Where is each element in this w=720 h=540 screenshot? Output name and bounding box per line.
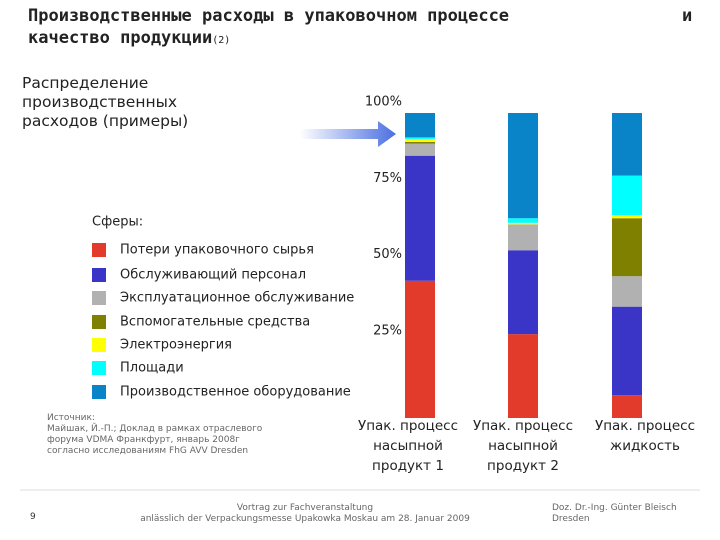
y-tick-label: 100% [365, 95, 402, 110]
footer: Vortrag zur Fachveranstaltung anlässlich… [140, 503, 470, 524]
title-mark: (2) [212, 35, 231, 46]
page-number: 9 [30, 512, 36, 522]
legend-label: Потери упаковочного сырья [120, 243, 314, 258]
arrow [300, 121, 396, 147]
source: Источник: Майшак, Й.-П.; Доклад в рамках… [47, 413, 263, 456]
x-tick-label: Упак. процесс насыпной продукт 1 [357, 418, 459, 474]
bar-segment [405, 155, 435, 281]
y-tick-label: 75% [373, 171, 402, 186]
bar-segment [612, 215, 642, 219]
bar-segment [405, 280, 435, 418]
bar-segment [508, 218, 538, 223]
bar-segment [405, 137, 435, 139]
legend-label: Электроэнергия [120, 338, 232, 353]
bar-segment [405, 113, 435, 138]
bar-segment [508, 222, 538, 225]
legend-swatch [92, 243, 106, 257]
y-tick-label: 50% [373, 247, 402, 262]
y-tick-label: 25% [373, 323, 402, 338]
legend-title: Сферы: [92, 215, 143, 230]
legend-swatch [92, 338, 106, 352]
bar-segment [508, 334, 538, 418]
side-label: Распределение производственных расходов … [22, 74, 189, 130]
bar-segment [405, 138, 435, 142]
bar-segment [508, 113, 538, 219]
legend-label: Обслуживающий персонал [120, 268, 306, 283]
title-text: качество продукции [28, 28, 213, 48]
bar-segment [612, 276, 642, 307]
author: Doz. Dr.-Ing. Günter Bleisch Dresden [552, 503, 677, 524]
x-tick-label: Упак. процесс насыпной продукт 2 [472, 418, 574, 474]
bar-segment [508, 250, 538, 335]
legend-swatch [92, 268, 106, 282]
legend-swatch [92, 361, 106, 375]
title-line: и [682, 6, 693, 26]
title-line: качество продукции(2) [28, 28, 230, 48]
legend-label: Эксплуатационное обслуживание [120, 291, 354, 306]
legend-label: Вспомогательные средства [120, 315, 310, 330]
legend-label: Площади [120, 361, 184, 376]
legend-swatch [92, 385, 106, 399]
bar-segment [612, 175, 642, 216]
bar-segment [405, 143, 435, 156]
bar-segment [612, 218, 642, 277]
bar-segment [612, 306, 642, 396]
bar-segment [612, 395, 642, 418]
bar-segment [405, 141, 435, 144]
bar-segment [612, 113, 642, 176]
title-line: Производственные расходы в упаковочном п… [28, 6, 510, 26]
bar-segment [508, 224, 538, 251]
legend-swatch [92, 315, 106, 329]
legend-swatch [92, 291, 106, 305]
legend-label: Производственное оборудование [120, 385, 351, 400]
x-tick-label: Упак. процесс жидкость [594, 418, 696, 454]
